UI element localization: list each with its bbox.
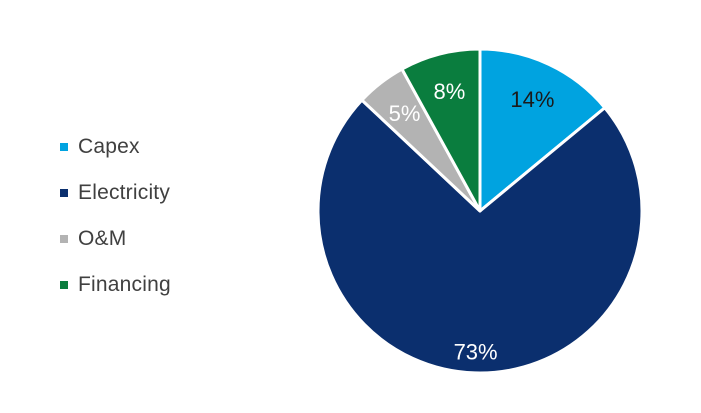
legend-item-financing: Financing xyxy=(60,262,171,308)
legend-label: Capex xyxy=(78,135,140,158)
legend-label: O&M xyxy=(78,227,127,250)
legend-item-o-m: O&M xyxy=(60,216,171,262)
legend: Capex Electricity O&M Financing xyxy=(60,124,171,308)
legend-swatch xyxy=(60,143,68,151)
legend-swatch xyxy=(60,281,68,289)
legend-label: Electricity xyxy=(78,181,171,204)
data-label-capex: 14% xyxy=(510,87,554,112)
pie-slice-electricity xyxy=(316,98,644,375)
legend-item-capex: Capex xyxy=(60,124,171,170)
pie-slice-financing xyxy=(400,47,482,213)
legend-item-electricity: Electricity xyxy=(60,170,171,216)
data-label-electricity: 73% xyxy=(454,339,498,364)
pie-slice-capex xyxy=(478,47,607,213)
data-label-financing: 8% xyxy=(434,79,466,104)
legend-swatch xyxy=(60,189,68,197)
legend-swatch xyxy=(60,235,68,243)
data-label-o-m: 5% xyxy=(389,101,421,126)
legend-label: Financing xyxy=(78,273,171,296)
